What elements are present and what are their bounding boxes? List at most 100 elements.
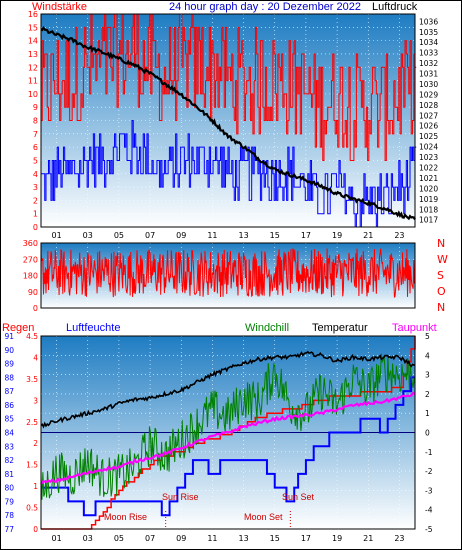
wind-tick-label: 9 (33, 103, 38, 112)
pressure-axis-title: Luftdruck (372, 1, 418, 13)
wind-tick-label: 0 (33, 223, 38, 232)
pressure-tick-label: 1027 (419, 111, 438, 120)
wind-tick-label: 10 (28, 90, 38, 99)
pressure-tick-label: 1019 (419, 195, 438, 204)
rain-tick-label: 4.5 (26, 332, 38, 341)
humidity-temperature-ticks: -5-4-3-2-101234500.511.522.533.544.57778… (4, 332, 432, 543)
wind-direction-frame (40, 242, 416, 309)
time-tick-label: 01 (51, 534, 61, 543)
time-tick-label: 15 (270, 231, 280, 240)
humidity-temperature-series (40, 336, 416, 530)
humidity-tick-label: 89 (4, 360, 14, 369)
temperature-line (40, 350, 416, 429)
humidity-tick-label: 80 (4, 484, 14, 493)
rain-tick-label: 0.5 (26, 504, 38, 513)
rain-line (41, 336, 416, 530)
compass-label: W (437, 253, 448, 266)
pressure-tick-label: 1032 (419, 59, 438, 68)
humidity-tick-label: 85 (4, 415, 14, 424)
temperature-tick-label: 3 (425, 371, 430, 380)
wind-tick-label: 3 (33, 183, 38, 192)
temperature-tick-label: 4 (425, 351, 430, 360)
humidity-tick-label: 81 (4, 470, 14, 479)
rain-axis-title: Regen (2, 322, 34, 334)
time-tick-label: 01 (51, 231, 61, 240)
direction-tick-label: 90 (28, 288, 38, 297)
pressure-tick-label: 1023 (419, 153, 438, 162)
humidity-tick-label: 87 (4, 387, 14, 396)
time-tick-label: 15 (270, 534, 280, 543)
wind-tick-label: 5 (33, 156, 38, 165)
temperature-tick-label: 2 (425, 390, 430, 399)
humidity-tick-label: 83 (4, 442, 14, 451)
temperature-tick-label: -1 (425, 448, 433, 457)
wind-tick-label: 14 (28, 37, 38, 46)
pressure-tick-label: 1033 (419, 49, 438, 58)
time-tick-label: 11 (207, 231, 217, 240)
time-tick-label: 13 (238, 534, 248, 543)
wind-gust-line (41, 13, 417, 161)
time-tick-label: 09 (176, 534, 186, 543)
rain-tick-label: 0 (33, 525, 38, 534)
time-tick-label: 23 (394, 534, 404, 543)
rain-tick-label: 3 (33, 396, 38, 405)
time-tick-label: 05 (114, 231, 124, 240)
rain-tick-label: 1.5 (26, 461, 38, 470)
rain-tick-label: 4 (33, 353, 38, 362)
wind-pressure-series (40, 13, 417, 228)
direction-tick-label: 270 (23, 255, 38, 264)
wind-tick-label: 4 (33, 170, 38, 179)
dewpoint-line (40, 391, 416, 485)
compass-label: N (437, 301, 445, 314)
time-tick-label: 05 (114, 534, 124, 543)
windchill-line (40, 353, 416, 500)
pressure-line (40, 25, 416, 221)
pressure-tick-label: 1020 (419, 184, 438, 193)
wind-tick-label: 15 (28, 23, 38, 32)
time-tick-label: 23 (394, 231, 404, 240)
pressure-tick-label: 1034 (419, 38, 438, 47)
humidity-tick-label: 78 (4, 511, 14, 520)
time-tick-label: 03 (83, 534, 93, 543)
direction-tick-label: 180 (23, 272, 38, 281)
temperature-tick-label: -2 (425, 467, 433, 476)
humidity-line (41, 376, 415, 517)
wind-tick-label: 2 (33, 196, 38, 205)
wind-tick-label: 12 (28, 63, 38, 72)
temperature-tick-label: -5 (425, 525, 433, 534)
wind-pressure-frame (40, 13, 416, 228)
time-tick-label: 07 (145, 534, 155, 543)
humidity-tick-label: 82 (4, 456, 14, 465)
time-tick-label: 13 (238, 231, 248, 240)
temperature-tick-label: -3 (425, 486, 433, 495)
temperature-tick-label: -4 (425, 506, 433, 515)
wind-pressure-ticks: 0123456789101112131415161017101810191020… (28, 10, 439, 240)
pressure-tick-label: 1018 (419, 205, 438, 214)
time-tick-label: 21 (363, 534, 373, 543)
pressure-tick-label: 1022 (419, 163, 438, 172)
time-tick-label: 21 (363, 231, 373, 240)
temperature-legend: Temperatur (312, 322, 368, 334)
rain-tick-label: 2 (33, 439, 38, 448)
wind-tick-label: 1 (33, 210, 38, 219)
rain-tick-label: 2.5 (26, 418, 38, 427)
time-tick-label: 09 (176, 231, 186, 240)
humidity-tick-label: 77 (4, 525, 14, 534)
humidity-tick-label: 88 (4, 373, 14, 382)
temperature-tick-label: 1 (425, 409, 430, 418)
wind-direction-line (40, 248, 416, 299)
pressure-tick-label: 1017 (419, 216, 438, 225)
pressure-tick-label: 1036 (419, 17, 438, 26)
humidity-tick-label: 91 (4, 332, 14, 341)
annotation-sun-rise: Sun Rise (162, 492, 199, 502)
pressure-tick-label: 1026 (419, 122, 438, 131)
time-tick-label: 17 (301, 534, 311, 543)
windchill-legend: Windchill (245, 322, 289, 334)
wind-direction-series (40, 248, 416, 299)
pressure-tick-label: 1024 (419, 143, 438, 152)
dewpoint-legend: Taupunkt (392, 322, 437, 334)
humidity-tick-label: 84 (4, 429, 14, 438)
pressure-tick-label: 1025 (419, 132, 438, 141)
